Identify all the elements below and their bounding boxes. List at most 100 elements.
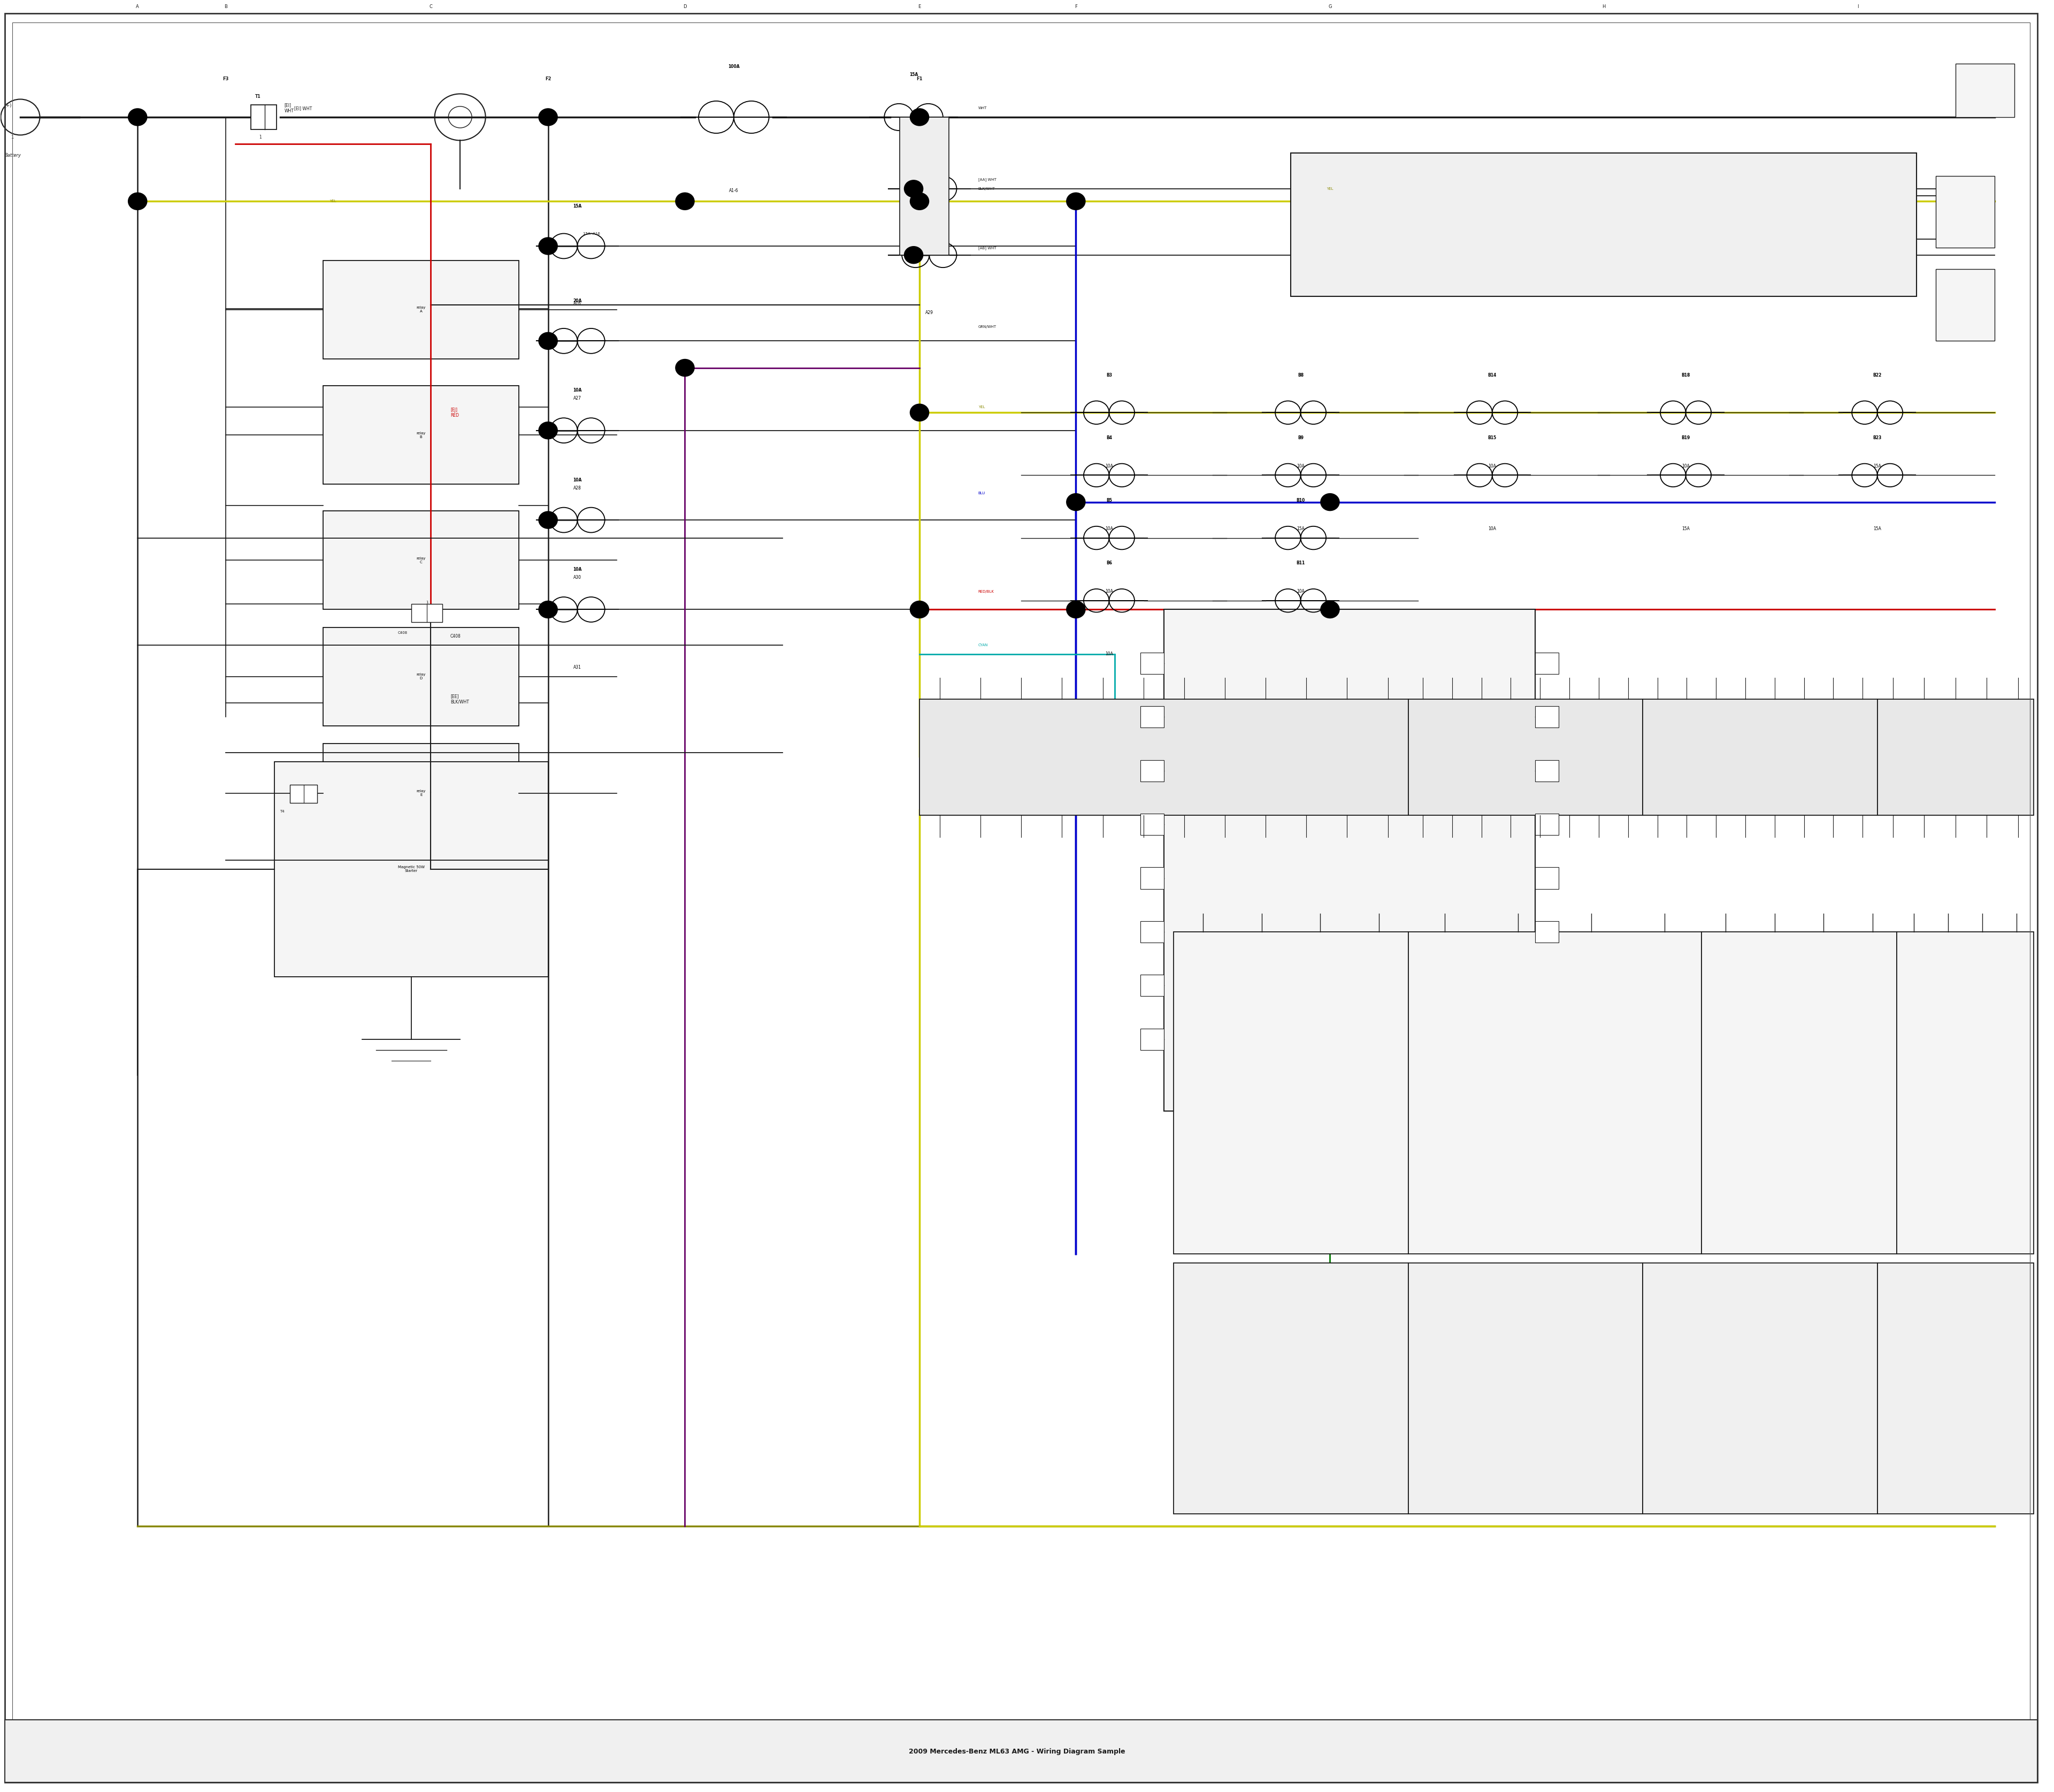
Text: Sensor
Unit: Sensor Unit (1793, 1088, 1805, 1098)
Text: B14: B14 (1487, 373, 1497, 378)
Text: A1-6: A1-6 (729, 188, 739, 194)
Text: A: A (136, 4, 140, 9)
Text: F3: F3 (222, 77, 228, 81)
Text: relay
E: relay E (417, 790, 425, 796)
Text: A30: A30 (573, 575, 581, 581)
Text: 1: 1 (10, 134, 12, 140)
Text: 10A: 10A (573, 389, 581, 392)
Circle shape (910, 600, 928, 618)
Text: Sensor: Sensor (1957, 1091, 1972, 1095)
Text: 15A: 15A (924, 147, 935, 151)
Circle shape (538, 421, 559, 439)
Text: H: H (1602, 4, 1606, 9)
Bar (1140, 921, 1165, 943)
Text: Connector Block: Connector Block (1148, 756, 1179, 758)
Text: Door
Module
Rear: Door Module Rear (1547, 1084, 1563, 1100)
Text: F1: F1 (916, 77, 922, 81)
Text: [AB] WHT: [AB] WHT (978, 246, 996, 249)
Text: Battery: Battery (4, 152, 21, 158)
Circle shape (538, 108, 559, 125)
FancyBboxPatch shape (322, 511, 520, 609)
Circle shape (1321, 493, 1339, 511)
Text: relay
B: relay B (417, 432, 425, 439)
Bar (1898, 932, 2033, 1254)
Text: Lock
Act
FR: Lock Act FR (1951, 1380, 1960, 1396)
Text: 100A: 100A (727, 65, 739, 68)
Text: B10: B10 (1296, 498, 1304, 504)
Text: B3: B3 (1107, 373, 1111, 378)
Text: B23: B23 (1873, 435, 1881, 441)
Circle shape (538, 511, 559, 529)
Text: WHT: WHT (978, 106, 986, 109)
Text: Lock
Actuator
RL: Lock Actuator RL (1282, 1380, 1300, 1396)
Text: B19: B19 (1682, 435, 1690, 441)
Bar (1534, 760, 1559, 781)
Text: T1: T1 (255, 95, 261, 99)
Text: K2: K2 (1964, 303, 1968, 306)
Text: relay
A: relay A (417, 306, 425, 314)
Text: RED/BLK: RED/BLK (978, 590, 994, 593)
Circle shape (1066, 600, 1087, 618)
Text: A21: A21 (910, 176, 918, 181)
Text: 10A: 10A (1105, 652, 1113, 656)
Text: B18: B18 (1682, 373, 1690, 378)
Text: 15A: 15A (1296, 527, 1304, 530)
Text: 10A: 10A (1489, 464, 1495, 468)
Bar (1140, 706, 1165, 728)
Text: B5: B5 (1107, 498, 1111, 504)
Bar (1877, 699, 2033, 815)
Text: B22: B22 (1873, 373, 1881, 378)
Bar (1173, 1263, 1409, 1514)
Text: BLK/WHT: BLK/WHT (978, 186, 996, 190)
Circle shape (1321, 600, 1339, 618)
Bar (1140, 652, 1165, 674)
Text: F2: F2 (544, 77, 550, 81)
FancyBboxPatch shape (275, 762, 548, 977)
Text: relay
C: relay C (417, 557, 425, 564)
Text: 10A: 10A (1682, 464, 1690, 468)
Circle shape (910, 192, 928, 210)
Text: B4: B4 (1107, 435, 1111, 441)
Bar (1165, 609, 1534, 1111)
Text: GRN/WHT: GRN/WHT (978, 324, 996, 328)
Bar (1955, 63, 2015, 116)
Text: YEL: YEL (1327, 186, 1333, 190)
Text: B11: B11 (1296, 561, 1304, 566)
Circle shape (910, 108, 928, 125)
Text: 10A: 10A (1296, 652, 1304, 656)
Bar (1534, 814, 1559, 835)
Text: YEL: YEL (978, 405, 984, 409)
FancyBboxPatch shape (322, 260, 520, 358)
Text: Lock
Actuator
RR: Lock Actuator RR (1516, 1380, 1534, 1396)
Text: 2009 Mercedes-Benz ML63 AMG - Wiring Diagram Sample: 2009 Mercedes-Benz ML63 AMG - Wiring Dia… (910, 1749, 1126, 1756)
Text: 10A: 10A (1105, 590, 1113, 593)
Text: [EJ]
RED: [EJ] RED (450, 407, 458, 418)
Bar (1140, 867, 1165, 889)
Text: 15A  A16: 15A A16 (583, 231, 600, 235)
Bar (1643, 699, 1877, 815)
Text: B8: B8 (1298, 373, 1304, 378)
Bar (290, 785, 318, 803)
Circle shape (904, 246, 924, 263)
Text: 15A: 15A (573, 204, 581, 208)
Bar (1409, 699, 1643, 815)
Circle shape (904, 179, 924, 197)
Bar (1937, 269, 1994, 340)
Circle shape (538, 237, 559, 254)
Text: B15: B15 (1487, 435, 1497, 441)
Text: K1: K1 (1964, 210, 1968, 213)
Text: B9: B9 (1298, 435, 1304, 441)
Text: M4: M4 (1982, 88, 1988, 91)
FancyBboxPatch shape (322, 385, 520, 484)
Text: B: B (224, 4, 228, 9)
Text: 15A: 15A (1873, 464, 1881, 468)
Text: 20A: 20A (573, 299, 581, 303)
Text: 15A: 15A (910, 72, 918, 77)
Text: 1: 1 (259, 134, 261, 140)
Text: YEL: YEL (331, 199, 337, 202)
Bar (1140, 1029, 1165, 1050)
Text: [AA] WHT: [AA] WHT (978, 177, 996, 181)
Bar (1877, 1263, 2033, 1514)
Bar (1173, 932, 1409, 1254)
Text: [EE]
BLK/WHT: [EE] BLK/WHT (450, 694, 468, 704)
